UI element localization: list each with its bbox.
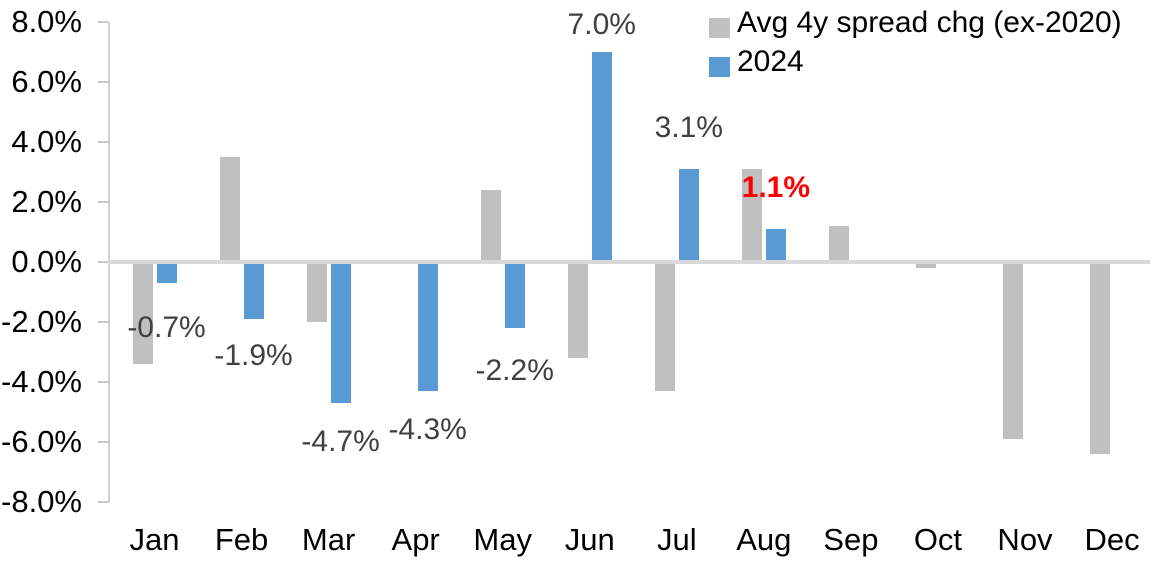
data-label-feb: -1.9% xyxy=(214,339,293,372)
y-axis-label--8.0%: -8.0% xyxy=(1,484,82,519)
y-axis-tick xyxy=(98,201,108,203)
x-axis-label-aug: Aug xyxy=(736,522,792,557)
bar-y2024-mar xyxy=(330,262,351,403)
bar-y2024-jan xyxy=(156,262,177,283)
legend-label-avg: Avg 4y spread chg (ex-2020) xyxy=(737,6,1122,39)
bar-avg-oct xyxy=(915,262,936,268)
data-label-jun: 7.0% xyxy=(567,8,636,41)
y-axis-label-8.0%: 8.0% xyxy=(11,4,82,39)
x-axis-label-jul: Jul xyxy=(656,522,697,557)
bar-y2024-apr xyxy=(417,262,438,391)
y-axis-label--4.0%: -4.0% xyxy=(1,364,82,399)
y-axis-label-0.0%: 0.0% xyxy=(11,244,82,279)
y-axis-tick xyxy=(98,141,108,143)
bar-avg-jul xyxy=(654,262,675,391)
x-axis-label-jan: Jan xyxy=(129,522,180,557)
data-label-aug: 1.1% xyxy=(741,171,811,204)
bar-avg-dec xyxy=(1090,262,1111,454)
data-label-mar: -4.7% xyxy=(301,425,380,458)
x-axis-label-nov: Nov xyxy=(997,522,1053,557)
bar-avg-nov xyxy=(1003,262,1023,439)
y-axis-tick xyxy=(98,441,108,443)
bar-y2024-feb xyxy=(243,262,264,319)
y-axis-label-4.0%: 4.0% xyxy=(11,124,82,159)
bar-y2024-may xyxy=(504,262,525,328)
bar-y2024-aug xyxy=(765,229,786,262)
x-axis-label-oct: Oct xyxy=(913,522,963,557)
x-axis-label-apr: Apr xyxy=(391,522,440,557)
bar-avg-mar xyxy=(306,262,327,322)
x-axis-label-feb: Feb xyxy=(214,522,269,557)
y-axis-tick xyxy=(98,321,108,323)
bar-y2024-jun xyxy=(591,52,612,262)
data-label-may: -2.2% xyxy=(475,354,554,387)
y-axis-tick xyxy=(98,21,108,23)
zero-gridline xyxy=(108,260,1150,264)
data-label-jan: -0.7% xyxy=(127,311,206,344)
x-axis-label-may: May xyxy=(473,522,532,557)
data-label-apr: -4.3% xyxy=(388,413,467,446)
bar-avg-feb xyxy=(219,157,240,262)
bar-avg-sep xyxy=(828,226,849,262)
legend-label-2024: 2024 xyxy=(737,45,804,78)
legend: Avg 4y spread chg (ex-2020) 2024 xyxy=(0,0,1152,90)
bar-avg-jan xyxy=(132,262,153,364)
legend-swatch-2024 xyxy=(709,57,730,77)
y-axis-tick xyxy=(98,261,108,263)
x-axis-label-jun: Jun xyxy=(564,522,615,557)
data-label-jul: 3.1% xyxy=(654,111,723,144)
y-axis-tick xyxy=(98,501,108,503)
y-axis-label--6.0%: -6.0% xyxy=(1,424,82,459)
legend-swatch-avg xyxy=(709,18,730,38)
bar-avg-may xyxy=(480,190,501,262)
y-axis-tick xyxy=(98,81,108,83)
bar-avg-aug xyxy=(741,169,762,262)
y-axis-label-2.0%: 2.0% xyxy=(11,184,82,219)
x-axis-label-dec: Dec xyxy=(1084,522,1140,557)
x-axis-label-mar: Mar xyxy=(301,522,356,557)
y-axis-label--2.0%: -2.0% xyxy=(1,304,82,339)
bar-y2024-jul xyxy=(678,169,699,262)
y-axis-label-6.0%: 6.0% xyxy=(11,64,82,99)
y-axis-tick xyxy=(98,381,108,383)
bar-avg-jun xyxy=(567,262,588,358)
x-axis-label-sep: Sep xyxy=(823,522,879,557)
